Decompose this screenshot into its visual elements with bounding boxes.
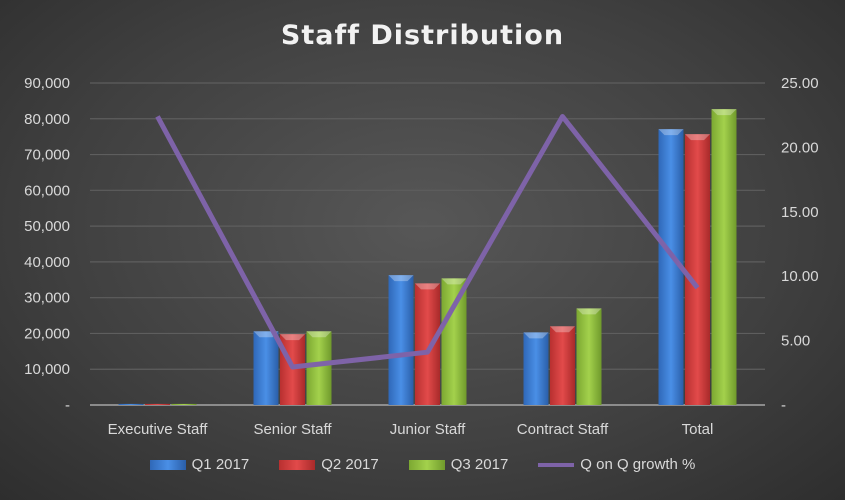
bar-q3-2017 — [711, 109, 737, 406]
y-left-tick-label: 40,000 — [24, 254, 70, 271]
bar-q2-2017 — [145, 403, 170, 405]
y-right-tick-label: 5.00 — [781, 333, 810, 350]
y-right-tick-label: 15.00 — [781, 204, 819, 221]
bar-q3-2017 — [171, 403, 197, 405]
legend-swatch — [538, 462, 575, 467]
bar-q3-2017 — [441, 278, 467, 405]
bar-bevel — [280, 334, 305, 341]
bar-bevel — [441, 278, 467, 285]
y-left-tick-label: 10,000 — [24, 361, 70, 378]
legend-label: Q2 2017 — [321, 456, 379, 473]
y-left-tick-label: - — [65, 397, 70, 414]
bar-bevel — [658, 129, 684, 136]
bar-q2-2017 — [685, 134, 710, 405]
y-left-tick-label: 20,000 — [24, 325, 70, 342]
bar-q1-2017 — [118, 403, 144, 405]
bar-bevel — [550, 326, 575, 333]
y-left-tick-label: 70,000 — [24, 147, 70, 164]
bar-q3-2017 — [576, 308, 602, 405]
bar-q3-2017 — [306, 331, 332, 405]
y-right-tick-label: 20.00 — [781, 139, 819, 156]
y-left-tick-label: 90,000 — [24, 75, 70, 92]
y-right-tick-label: 25.00 — [781, 75, 819, 92]
bar-q2-2017 — [550, 326, 575, 405]
legend-item-q2[interactable]: Q2 2017 — [279, 456, 379, 473]
bar-q2-2017 — [415, 283, 440, 405]
legend-swatch — [279, 459, 316, 470]
y-right-tick-label: 10.00 — [781, 268, 819, 285]
legend-item-q1[interactable]: Q1 2017 — [149, 456, 250, 473]
x-tick-label: Executive Staff — [108, 421, 209, 438]
bar-bevel — [711, 109, 737, 116]
y-left-tick-label: 80,000 — [24, 111, 70, 128]
y-left-tick-label: 50,000 — [24, 218, 70, 235]
legend-label: Q on Q growth % — [580, 456, 696, 473]
x-tick-label: Total — [682, 421, 714, 438]
legend-swatch — [408, 459, 445, 470]
bar-bevel — [685, 134, 710, 141]
bar-q2-2017 — [280, 334, 305, 405]
bar-q1-2017 — [253, 331, 279, 405]
x-tick-label: Junior Staff — [390, 421, 466, 438]
y-left-tick-label: 60,000 — [24, 182, 70, 199]
bar-bevel — [523, 332, 549, 339]
legend-item-q3[interactable]: Q3 2017 — [408, 456, 509, 473]
bar-q1-2017 — [523, 332, 549, 405]
y-right-tick-label: - — [781, 397, 786, 414]
legend-label: Q3 2017 — [450, 456, 509, 473]
legend-swatch — [149, 459, 186, 470]
bar-bevel — [306, 331, 332, 338]
bar-bevel — [576, 308, 602, 315]
legend-item-growth[interactable]: Q on Q growth % — [538, 456, 695, 473]
x-tick-label: Contract Staff — [517, 421, 609, 438]
bar-bevel — [388, 275, 414, 282]
legend-label: Q1 2017 — [191, 456, 250, 473]
chart-legend: Q1 2017 Q2 2017 Q3 2017 Q on Q growth % — [0, 456, 845, 473]
chart-title: Staff Distribution — [280, 20, 565, 51]
bar-bevel — [415, 283, 440, 290]
y-left-tick-label: 30,000 — [24, 290, 70, 307]
bar-q1-2017 — [388, 275, 414, 405]
x-tick-label: Senior Staff — [253, 421, 332, 438]
